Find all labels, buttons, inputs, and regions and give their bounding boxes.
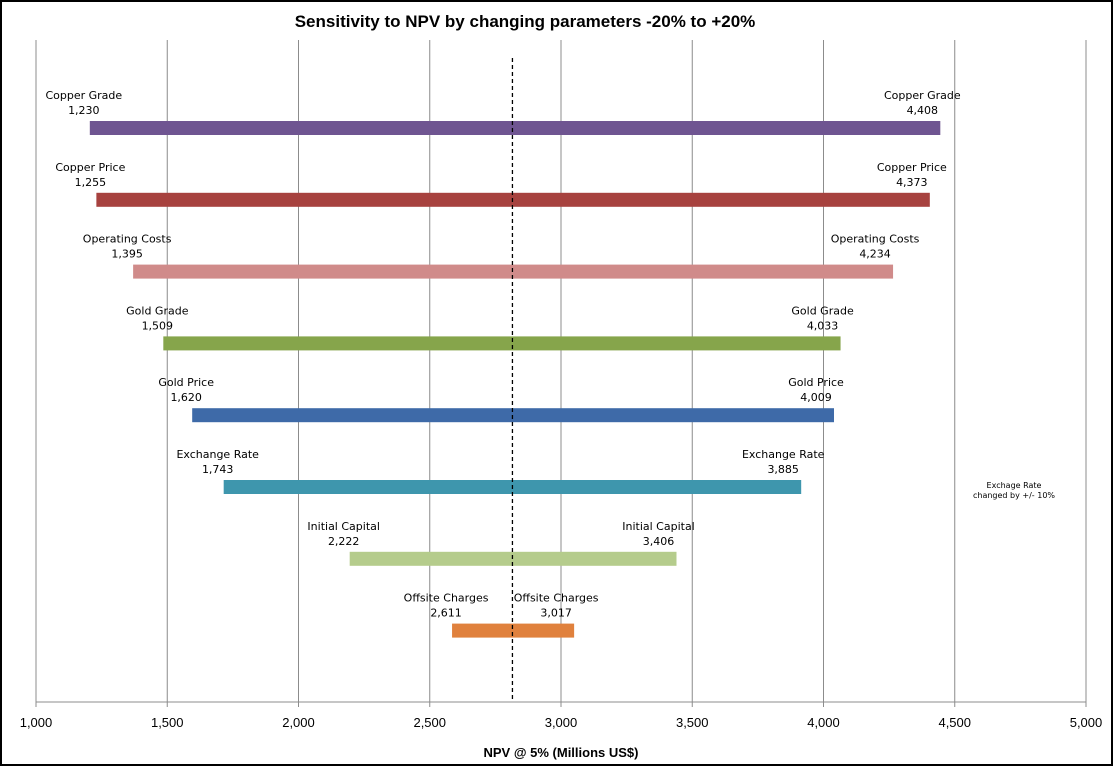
low-value-label: 2,611	[430, 607, 462, 620]
low-value-label: 1,230	[68, 104, 100, 117]
low-value-label: 1,395	[111, 248, 143, 261]
high-value-label: 3,885	[767, 463, 799, 476]
chart-title: Sensitivity to NPV by changing parameter…	[295, 12, 756, 31]
high-name-label: Gold Price	[788, 376, 844, 389]
x-tick-label: 5,000	[1070, 715, 1103, 730]
high-value-label: 3,406	[643, 535, 675, 548]
bar-operating-costs	[133, 264, 894, 279]
bar-copper-price	[96, 192, 930, 207]
x-axis: 1,000 1,500 2,000 2,500 3,000 3,500 4,000 4,500…	[20, 701, 1103, 730]
low-name-label: Exchange Rate	[176, 448, 259, 461]
low-name-label: Operating Costs	[83, 233, 172, 246]
low-name-label: Copper Grade	[45, 89, 122, 102]
low-name-label: Offsite Charges	[404, 592, 489, 605]
high-value-label: 4,009	[800, 391, 832, 404]
x-tick-label: 3,000	[545, 715, 578, 730]
bar-gold-price	[192, 408, 834, 423]
x-tick-label: 4,000	[807, 715, 840, 730]
bar-copper-grade	[89, 121, 941, 135]
bar-initial-capital	[349, 551, 677, 566]
high-name-label: Copper Grade	[884, 89, 961, 102]
x-tick-label: 4,500	[938, 715, 971, 730]
high-value-label: 4,234	[859, 248, 891, 261]
high-name-label: Offsite Charges	[514, 592, 599, 605]
low-value-label: 1,620	[170, 391, 202, 404]
x-tick-label: 1,500	[151, 715, 184, 730]
high-value-label: 4,373	[896, 176, 928, 189]
high-name-label: Initial Capital	[622, 520, 695, 533]
x-tick-label: 1,000	[20, 715, 53, 730]
high-value-label: 4,408	[907, 104, 939, 117]
bar-gold-grade	[163, 336, 841, 351]
high-name-label: Exchange Rate	[742, 448, 825, 461]
annotation-line-2: changed by +/- 10%	[973, 491, 1055, 500]
high-name-label: Copper Price	[877, 161, 947, 174]
low-name-label: Gold Grade	[126, 304, 189, 317]
high-value-label: 3,017	[540, 607, 572, 620]
x-tick-label: 3,500	[676, 715, 709, 730]
low-name-label: Copper Price	[55, 161, 125, 174]
low-value-label: 2,222	[328, 535, 360, 548]
low-name-label: Gold Price	[158, 376, 214, 389]
low-name-label: Initial Capital	[307, 520, 380, 533]
low-value-label: 1,255	[75, 176, 107, 189]
bar-offsite-charges	[452, 623, 575, 638]
low-value-label: 1,743	[202, 463, 234, 476]
x-axis-label: NPV @ 5% (Millions US$)	[484, 745, 639, 760]
high-name-label: Operating Costs	[831, 233, 920, 246]
bar-labels-group: Copper Grade 1,230 Copper Grade 4,408 Copper…	[45, 89, 960, 620]
low-value-label: 1,509	[142, 319, 174, 332]
high-value-label: 4,033	[807, 319, 839, 332]
high-name-label: Gold Grade	[791, 304, 854, 317]
x-tick-label: 2,500	[413, 715, 446, 730]
gridlines	[35, 40, 1087, 702]
x-tick-label: 2,000	[282, 715, 315, 730]
annotation-line-1: Exchage Rate	[987, 481, 1042, 490]
